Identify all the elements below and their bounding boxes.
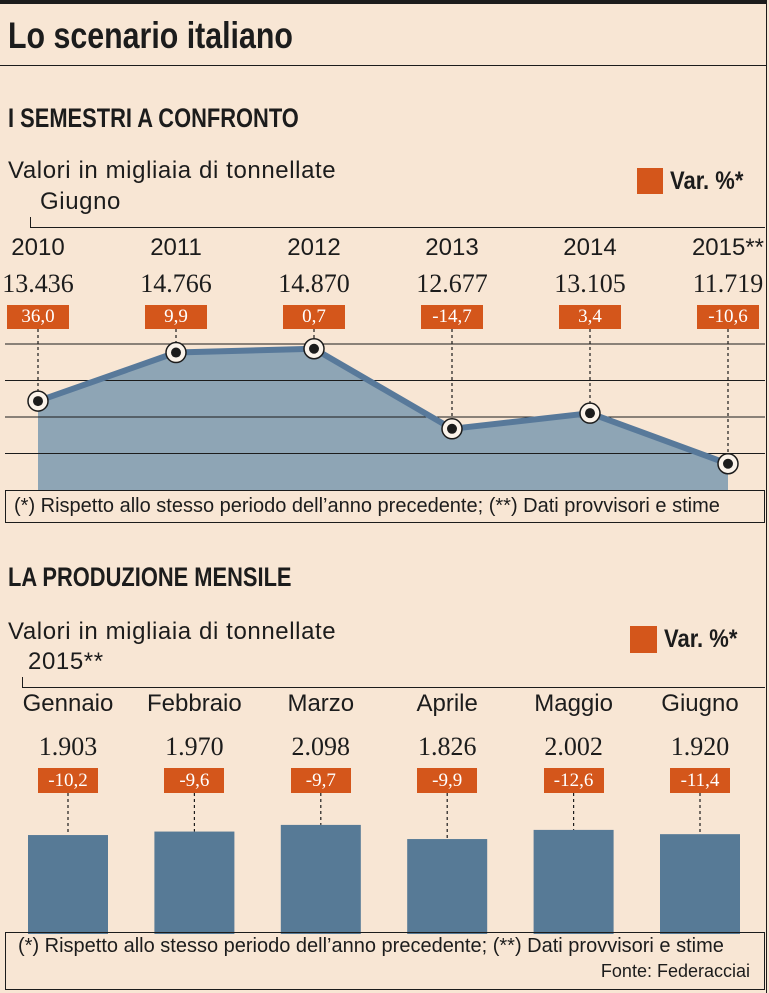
value-label: 2.098 <box>291 732 351 761</box>
var-badge: -11,4 <box>670 768 730 793</box>
year-label: 2015** <box>691 234 765 261</box>
value-label: 2.002 <box>544 732 603 761</box>
bar <box>280 824 361 934</box>
var-badge: -9,6 <box>164 768 225 793</box>
var-badge: 9,9 <box>145 305 207 329</box>
data-point-center <box>447 423 457 434</box>
unit-label: Valori in migliaia di tonnellate <box>8 618 337 645</box>
value-label: 11.719 <box>692 269 764 298</box>
month-label: Giugno <box>661 690 739 717</box>
title-divider <box>0 65 766 66</box>
section-heading-semestri: I SEMESTRI A CONFRONTO <box>8 103 299 133</box>
header-rule-tick <box>30 217 31 227</box>
var-badge: 36,0 <box>7 305 69 329</box>
footnote-box: (*) Rispetto allo stesso periodo dell’an… <box>5 490 765 523</box>
header-rule-tick <box>22 677 23 687</box>
month-label: Maggio <box>534 690 613 717</box>
data-point-center <box>171 347 181 358</box>
bar <box>28 835 108 934</box>
footnote: (*) Rispetto allo stesso periodo dell’an… <box>18 935 724 957</box>
header-rule <box>22 687 765 688</box>
bar <box>533 829 614 934</box>
footnote: (*) Rispetto allo stesso periodo dell’an… <box>14 495 720 517</box>
data-point-center <box>309 343 319 354</box>
month-label: Febbraio <box>147 690 242 717</box>
value-label: 12.677 <box>416 269 488 298</box>
legend-swatch <box>630 626 657 653</box>
section-heading-produzione: LA PRODUZIONE MENSILE <box>8 562 292 592</box>
data-point-center <box>33 396 43 407</box>
var-badge: -14,7 <box>421 305 483 329</box>
month-label: Aprile <box>416 690 478 717</box>
unit-label: Valori in migliaia di tonnellate <box>8 157 337 184</box>
bar <box>407 839 488 934</box>
value-label: 14.766 <box>140 269 212 298</box>
value-label: 1.970 <box>165 732 224 761</box>
month-label: Marzo <box>287 690 355 717</box>
footnote-box: (*) Rispetto allo stesso periodo dell’an… <box>5 932 765 990</box>
var-badge: -10,2 <box>38 768 98 793</box>
bar <box>660 834 740 934</box>
series-line <box>35 345 731 467</box>
var-badge: -10,6 <box>697 305 759 329</box>
year-label: 2010 <box>11 234 65 261</box>
var-badge: 3,4 <box>559 305 621 329</box>
legend: Var. %* <box>630 626 747 653</box>
page-title: Lo scenario italiano <box>8 15 293 56</box>
period-label: 2015** <box>28 648 104 675</box>
semestri-chart <box>5 329 765 490</box>
value-label: 13.436 <box>2 269 74 298</box>
data-point-center <box>723 458 733 469</box>
period-label: Giugno <box>40 188 121 215</box>
value-label: 1.920 <box>670 732 730 761</box>
year-label: 2011 <box>150 234 202 261</box>
header-rule <box>30 227 765 228</box>
value-label: 1.903 <box>38 732 98 761</box>
legend-label: Var. %* <box>664 625 738 653</box>
var-badge: 0,7 <box>283 305 345 329</box>
month-label: Gennaio <box>22 690 114 717</box>
value-label: 1.826 <box>417 732 477 761</box>
data-point-center <box>585 408 595 419</box>
area-fill <box>38 348 728 490</box>
value-label: 13.105 <box>554 269 626 298</box>
year-label: 2013 <box>425 234 479 261</box>
year-label: 2012 <box>287 234 341 261</box>
value-label: 14.870 <box>278 269 350 298</box>
year-label: 2014 <box>563 234 617 261</box>
legend: Var. %* <box>637 168 753 194</box>
var-badge: -9,7 <box>290 768 351 793</box>
produzione-chart <box>28 793 740 934</box>
legend-swatch <box>637 168 663 194</box>
bar <box>154 831 235 934</box>
var-badge: -9,9 <box>417 768 478 793</box>
source-credit: Fonte: Federacciai <box>600 961 750 981</box>
var-badge: -12,6 <box>543 768 604 793</box>
legend-label: Var. %* <box>670 166 744 195</box>
